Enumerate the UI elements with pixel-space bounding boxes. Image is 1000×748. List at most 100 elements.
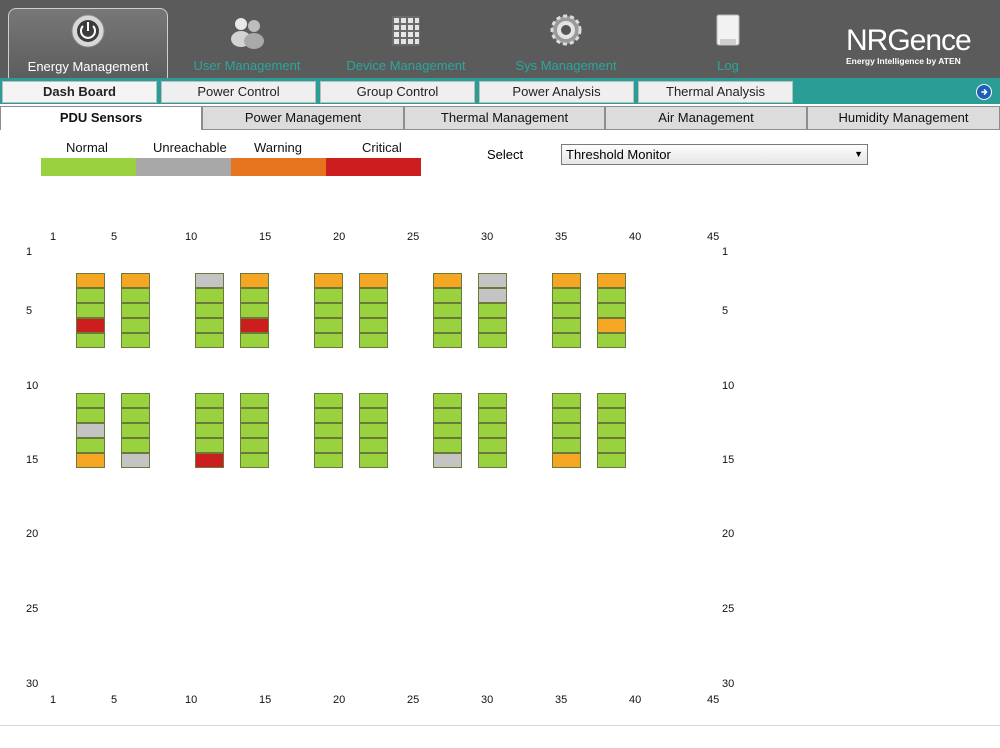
rack-cell-normal[interactable] xyxy=(240,303,269,318)
rack-cell-normal[interactable] xyxy=(478,423,507,438)
rack-cell-normal[interactable] xyxy=(478,333,507,348)
tab-thermal-management[interactable]: Thermal Management xyxy=(404,106,605,130)
rack-cell-normal[interactable] xyxy=(121,333,150,348)
tab-pdu-sensors[interactable]: PDU Sensors xyxy=(0,106,202,130)
tab-device-management[interactable]: Device Management xyxy=(326,8,486,78)
rack-cell-warning[interactable] xyxy=(552,273,581,288)
rack-cell-warning[interactable] xyxy=(314,273,343,288)
rack-cell-normal[interactable] xyxy=(314,438,343,453)
rack-cell-warning[interactable] xyxy=(359,273,388,288)
rack-cell-normal[interactable] xyxy=(314,303,343,318)
rack-cell-normal[interactable] xyxy=(121,408,150,423)
rack-cell-normal[interactable] xyxy=(359,288,388,303)
rack-cell-normal[interactable] xyxy=(433,333,462,348)
rack-cell-normal[interactable] xyxy=(195,423,224,438)
tab-log[interactable]: Log xyxy=(648,8,808,78)
tab-humidity-management[interactable]: Humidity Management xyxy=(807,106,1000,130)
rack-cell-normal[interactable] xyxy=(359,333,388,348)
rack-cell-normal[interactable] xyxy=(314,453,343,468)
tab-sys-management[interactable]: Sys Management xyxy=(486,8,646,78)
rack-cell-critical[interactable] xyxy=(240,318,269,333)
rack-cell-normal[interactable] xyxy=(597,303,626,318)
rack-cell-normal[interactable] xyxy=(359,438,388,453)
rack-cell-normal[interactable] xyxy=(240,408,269,423)
tab-power-management[interactable]: Power Management xyxy=(202,106,404,130)
rack-cell-normal[interactable] xyxy=(552,438,581,453)
tab-group-control[interactable]: Group Control xyxy=(320,81,475,103)
rack-cell-unreachable[interactable] xyxy=(76,423,105,438)
rack-cell-normal[interactable] xyxy=(76,438,105,453)
rack-cell-normal[interactable] xyxy=(433,393,462,408)
rack-cell-normal[interactable] xyxy=(478,393,507,408)
rack-cell-warning[interactable] xyxy=(552,453,581,468)
rack-cell-normal[interactable] xyxy=(359,453,388,468)
rack-cell-normal[interactable] xyxy=(359,393,388,408)
rack-cell-normal[interactable] xyxy=(433,318,462,333)
rack-cell-normal[interactable] xyxy=(359,408,388,423)
rack-cell-normal[interactable] xyxy=(552,303,581,318)
rack-cell-unreachable[interactable] xyxy=(195,273,224,288)
rack-cell-normal[interactable] xyxy=(121,393,150,408)
rack-cell-normal[interactable] xyxy=(552,408,581,423)
logout-icon[interactable] xyxy=(976,84,992,100)
tab-energy-management[interactable]: Energy Management xyxy=(8,8,168,78)
rack-cell-normal[interactable] xyxy=(314,288,343,303)
rack-cell-unreachable[interactable] xyxy=(121,453,150,468)
tab-power-control[interactable]: Power Control xyxy=(161,81,316,103)
rack-cell-normal[interactable] xyxy=(597,408,626,423)
rack-cell-normal[interactable] xyxy=(597,423,626,438)
rack-cell-normal[interactable] xyxy=(552,318,581,333)
rack-cell-warning[interactable] xyxy=(121,273,150,288)
rack-cell-normal[interactable] xyxy=(597,288,626,303)
rack-cell-normal[interactable] xyxy=(76,303,105,318)
rack-cell-normal[interactable] xyxy=(552,288,581,303)
rack-cell-normal[interactable] xyxy=(240,438,269,453)
rack-cell-normal[interactable] xyxy=(240,423,269,438)
rack-cell-normal[interactable] xyxy=(359,318,388,333)
rack-cell-normal[interactable] xyxy=(478,303,507,318)
rack-cell-normal[interactable] xyxy=(433,408,462,423)
rack-cell-normal[interactable] xyxy=(240,393,269,408)
rack-cell-normal[interactable] xyxy=(195,303,224,318)
rack-cell-normal[interactable] xyxy=(195,438,224,453)
tab-user-management[interactable]: User Management xyxy=(167,8,327,78)
rack-cell-normal[interactable] xyxy=(433,423,462,438)
rack-cell-normal[interactable] xyxy=(240,288,269,303)
rack-cell-normal[interactable] xyxy=(478,453,507,468)
rack-cell-normal[interactable] xyxy=(552,393,581,408)
rack-cell-critical[interactable] xyxy=(195,453,224,468)
rack-cell-normal[interactable] xyxy=(433,303,462,318)
rack-cell-normal[interactable] xyxy=(195,393,224,408)
rack-cell-normal[interactable] xyxy=(314,423,343,438)
rack-cell-normal[interactable] xyxy=(597,393,626,408)
rack-cell-normal[interactable] xyxy=(121,318,150,333)
rack-cell-normal[interactable] xyxy=(195,333,224,348)
rack-cell-warning[interactable] xyxy=(76,453,105,468)
tab-dash-board[interactable]: Dash Board xyxy=(2,81,157,103)
rack-cell-normal[interactable] xyxy=(76,333,105,348)
rack-cell-normal[interactable] xyxy=(597,438,626,453)
rack-cell-normal[interactable] xyxy=(314,318,343,333)
rack-cell-normal[interactable] xyxy=(195,408,224,423)
monitor-select-dropdown[interactable]: Threshold Monitor ▼ xyxy=(561,144,868,165)
tab-thermal-analysis[interactable]: Thermal Analysis xyxy=(638,81,793,103)
rack-cell-normal[interactable] xyxy=(552,423,581,438)
rack-cell-unreachable[interactable] xyxy=(478,273,507,288)
rack-cell-warning[interactable] xyxy=(597,273,626,288)
rack-cell-normal[interactable] xyxy=(314,393,343,408)
rack-cell-normal[interactable] xyxy=(76,408,105,423)
rack-cell-normal[interactable] xyxy=(433,288,462,303)
rack-cell-normal[interactable] xyxy=(478,438,507,453)
rack-cell-normal[interactable] xyxy=(121,303,150,318)
tab-air-management[interactable]: Air Management xyxy=(605,106,807,130)
rack-cell-normal[interactable] xyxy=(433,438,462,453)
rack-cell-normal[interactable] xyxy=(552,333,581,348)
rack-cell-normal[interactable] xyxy=(195,318,224,333)
tab-power-analysis[interactable]: Power Analysis xyxy=(479,81,634,103)
rack-cell-normal[interactable] xyxy=(478,408,507,423)
rack-cell-normal[interactable] xyxy=(597,333,626,348)
rack-cell-warning[interactable] xyxy=(76,273,105,288)
rack-cell-normal[interactable] xyxy=(76,288,105,303)
rack-cell-normal[interactable] xyxy=(359,423,388,438)
rack-cell-normal[interactable] xyxy=(240,453,269,468)
